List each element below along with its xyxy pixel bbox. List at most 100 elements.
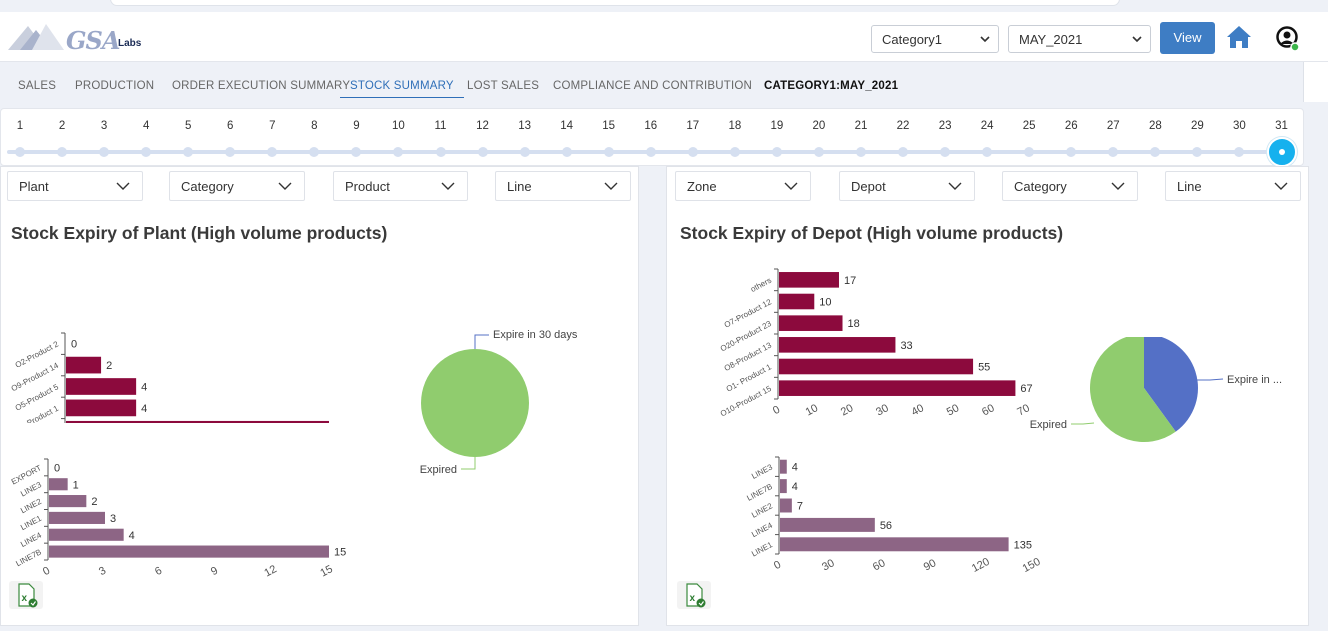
slider-tick[interactable] <box>729 147 740 157</box>
slider-tick[interactable] <box>982 147 993 157</box>
day-slider[interactable]: 1 2 3 4 5 6 7 8 9 10 11 12 13 14 15 16 17 18 19 20 21 22 23 24 2… <box>0 108 1304 167</box>
line-filter[interactable]: Line <box>1165 171 1301 201</box>
day-label[interactable]: 30 <box>1233 120 1246 132</box>
export-excel-button[interactable]: x <box>9 581 43 609</box>
tab-production[interactable]: PRODUCTION <box>75 80 155 92</box>
data-label: 56 <box>880 520 892 532</box>
category-filter[interactable]: Category <box>169 171 305 201</box>
day-label[interactable]: 1 <box>16 120 24 132</box>
view-button[interactable]: View <box>1160 22 1215 54</box>
day-label[interactable]: 7 <box>269 120 276 132</box>
day-label[interactable]: 2 <box>58 120 66 132</box>
day-label[interactable]: 18 <box>728 120 742 132</box>
slider-track[interactable] <box>7 150 1282 154</box>
slider-tick[interactable] <box>771 147 782 157</box>
plant-filter[interactable]: Plant <box>7 171 143 201</box>
slider-tick[interactable] <box>561 147 572 157</box>
bar <box>779 272 839 288</box>
slider-tick[interactable] <box>1234 147 1245 157</box>
slider-tick[interactable] <box>856 147 866 157</box>
day-label[interactable]: 31 <box>1275 120 1288 132</box>
day-label[interactable]: 29 <box>1190 120 1204 132</box>
slider-tick[interactable] <box>183 147 194 157</box>
tick-label: 9 <box>209 565 220 578</box>
depot-filter[interactable]: Depot <box>839 171 975 201</box>
slider-tick[interactable] <box>1150 147 1161 157</box>
slider-handle[interactable] <box>1267 137 1297 167</box>
data-label: 10 <box>819 297 831 309</box>
slider-tick[interactable] <box>687 147 698 157</box>
day-label[interactable]: 16 <box>644 120 658 132</box>
home-icon[interactable] <box>1226 25 1252 49</box>
slider-tick[interactable] <box>225 147 236 157</box>
day-label[interactable]: 28 <box>1148 120 1162 132</box>
slider-tick[interactable] <box>267 147 278 157</box>
day-label[interactable]: 10 <box>392 120 405 132</box>
slider-tick[interactable] <box>519 147 530 157</box>
address-bar[interactable] <box>110 0 1120 6</box>
slider-tick[interactable] <box>1024 147 1035 157</box>
category-select[interactable]: Category1 <box>871 25 999 53</box>
slider-tick[interactable] <box>435 147 446 157</box>
slider-tick[interactable] <box>1066 147 1077 157</box>
slider-tick[interactable] <box>898 147 909 157</box>
day-label[interactable]: 13 <box>518 120 531 132</box>
line-filter[interactable]: Line <box>495 171 631 201</box>
day-label[interactable]: 5 <box>184 120 192 132</box>
slider-tick[interactable] <box>1108 147 1119 157</box>
category-filter[interactable]: Category <box>1002 171 1138 201</box>
user-icon[interactable] <box>1276 26 1300 52</box>
slider-tick[interactable] <box>1192 147 1203 157</box>
day-label[interactable]: 15 <box>602 120 616 132</box>
category-filter-label: Category <box>181 179 234 194</box>
day-label[interactable]: 25 <box>1022 120 1036 132</box>
day-label[interactable]: 22 <box>896 120 910 132</box>
day-label[interactable]: 14 <box>560 120 574 132</box>
day-label[interactable]: 19 <box>770 120 784 132</box>
product-filter[interactable]: Product <box>333 171 468 201</box>
day-label[interactable]: 3 <box>100 120 108 132</box>
day-label[interactable]: 27 <box>1106 120 1120 132</box>
day-label[interactable]: 11 <box>434 120 447 132</box>
slider-tick[interactable] <box>940 147 951 157</box>
depot-lines-bar-chart: LINE3 4 LINE7B 4 LINE2 7 LINE4 56 LINE1 135 0 30 60 9… <box>745 456 1043 575</box>
tab-compliance-and-contribution[interactable]: COMPLIANCE AND CONTRIBUTION <box>553 80 753 92</box>
day-label[interactable]: 8 <box>311 120 318 132</box>
slider-tick[interactable] <box>351 147 362 157</box>
leader-line <box>1071 422 1095 425</box>
day-label[interactable]: 6 <box>227 120 234 132</box>
slider-tick[interactable] <box>15 147 25 157</box>
slider-tick[interactable] <box>477 147 488 157</box>
slider-tick[interactable] <box>309 147 320 157</box>
day-label[interactable]: 24 <box>980 120 994 132</box>
day-label[interactable]: 26 <box>1064 120 1078 132</box>
data-label: 15 <box>334 547 346 559</box>
tab-lost-sales[interactable]: LOST SALES <box>467 80 540 92</box>
tab-sales[interactable]: SALES <box>18 80 57 92</box>
bar <box>779 293 815 310</box>
tick-label: 150 <box>1021 556 1043 575</box>
zone-filter[interactable]: Zone <box>675 171 811 201</box>
day-label[interactable]: 17 <box>686 120 700 132</box>
day-label[interactable]: 20 <box>812 120 826 132</box>
tab-stock-summary[interactable]: STOCK SUMMARY <box>340 80 464 98</box>
slider-tick[interactable] <box>645 147 656 157</box>
day-label[interactable]: 21 <box>854 120 868 132</box>
data-label: 2 <box>91 496 97 508</box>
slider-tick[interactable] <box>99 147 110 157</box>
day-label[interactable]: 4 <box>142 120 150 132</box>
day-label[interactable]: 12 <box>476 120 489 132</box>
scrollbar-track[interactable] <box>1303 62 1328 102</box>
export-excel-button[interactable]: x <box>677 581 711 609</box>
slider-tick[interactable] <box>141 147 152 157</box>
slider-tick[interactable] <box>393 147 404 157</box>
day-label[interactable]: 9 <box>353 120 360 132</box>
day-label[interactable]: 23 <box>938 120 952 132</box>
slider-tick[interactable] <box>603 147 614 157</box>
slider-tick[interactable] <box>57 147 68 157</box>
slider-tick[interactable] <box>813 147 824 157</box>
period-select[interactable]: MAY_2021 <box>1008 25 1151 53</box>
category-label: LINE7B <box>14 547 43 568</box>
tab-order-execution-summary[interactable]: ORDER EXECUTION SUMMARY <box>172 80 351 92</box>
